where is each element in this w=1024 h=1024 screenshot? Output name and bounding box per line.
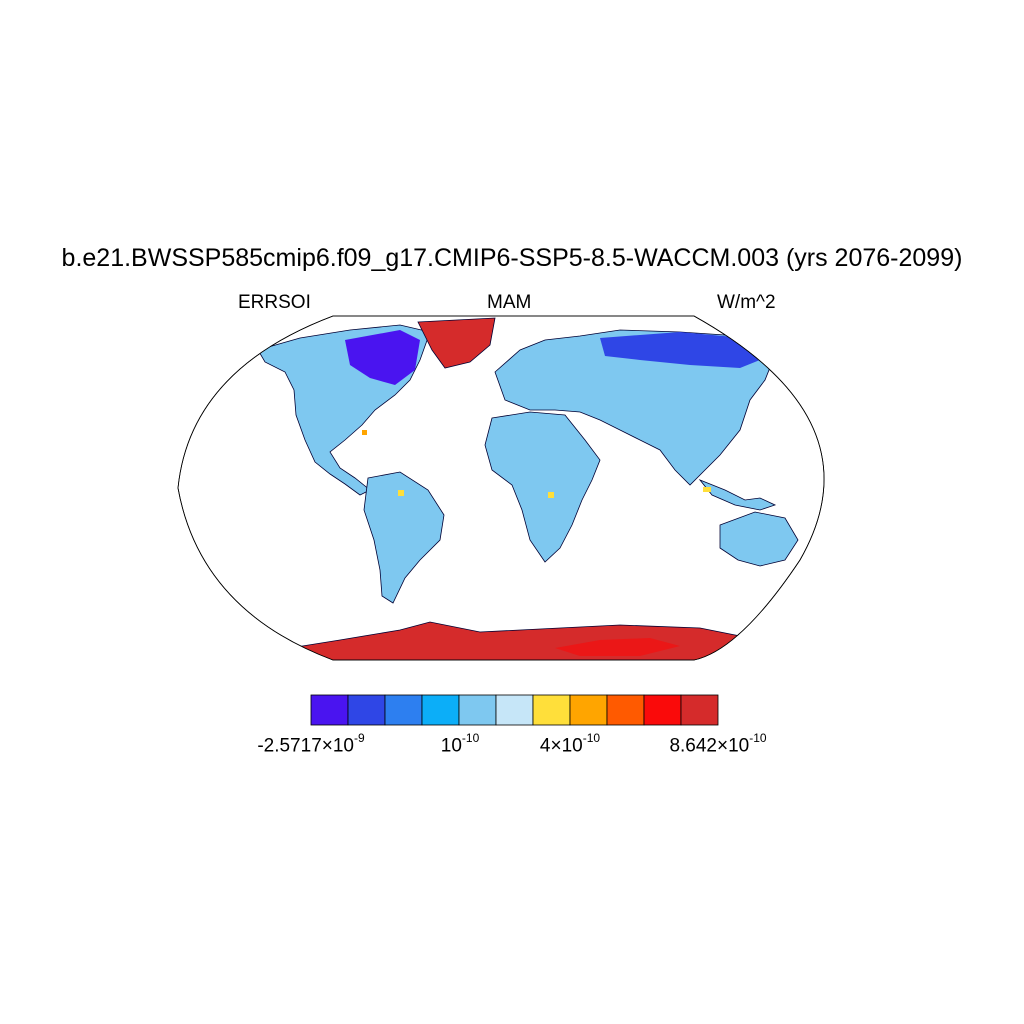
us-east-accent — [362, 430, 367, 435]
africa-accent — [548, 492, 554, 498]
indonesia-accent — [703, 487, 711, 492]
colorbar-box-9 — [643, 694, 682, 726]
colorbar-box-6 — [532, 694, 571, 726]
antarctica-high-region — [555, 638, 680, 656]
colorbar-label-1e-10: 10-10 — [440, 731, 480, 757]
colorbar-box-4 — [458, 694, 497, 726]
colorbar-box-2 — [384, 694, 423, 726]
siberia-region — [600, 332, 770, 368]
eurasia-landmass — [494, 329, 776, 486]
colorbar-box-1 — [347, 694, 386, 726]
map-title: b.e21.BWSSP585cmip6.f09_g17.CMIP6-SSP5-8… — [61, 244, 963, 272]
colorbar-box-0 — [310, 694, 349, 726]
colorbar — [310, 694, 719, 726]
south-america-landmass — [363, 471, 445, 604]
amazon-accent — [398, 490, 404, 496]
colorbar-label-max: 8.642×10-10 — [669, 731, 767, 757]
canada-north-region — [345, 330, 420, 385]
greenland-landmass — [417, 317, 496, 369]
colorbar-box-3 — [421, 694, 460, 726]
season-label: MAM — [487, 292, 532, 313]
colorbar-box-5 — [495, 694, 534, 726]
units-label: W/m^2 — [717, 292, 776, 313]
maritime-continent — [698, 479, 777, 511]
africa-landmass — [484, 411, 601, 563]
globe-border — [177, 315, 825, 661]
colorbar-label-4e-10: 4×10-10 — [539, 731, 601, 757]
colorbar-label-min: -2.5717×10-9 — [257, 731, 365, 757]
australia-landmass — [719, 511, 799, 567]
colorbar-box-8 — [606, 694, 645, 726]
colorbar-box-7 — [569, 694, 608, 726]
colorbar-box-10 — [680, 694, 719, 726]
variable-label: ERRSOI — [238, 292, 311, 313]
